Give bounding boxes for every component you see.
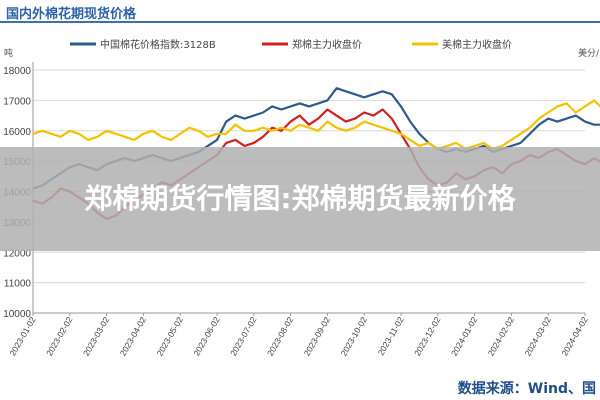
y-tick-label: 10000 <box>3 309 31 320</box>
x-tick-label: 2023-11-02 <box>376 315 406 357</box>
chart-title: 国内外棉花期现货价格 <box>6 7 137 22</box>
x-tick-label: 2024-03-02 <box>523 315 554 358</box>
y-tick-label: 16000 <box>3 127 31 138</box>
x-tick-label: 2023-03-02 <box>81 315 112 358</box>
watermark-banner: 郑棉期货行情图:郑棉期货最新价格 <box>0 147 600 251</box>
x-tick-label: 2023-06-02 <box>191 315 222 358</box>
x-tick-label: 2023-04-02 <box>118 315 149 358</box>
legend-label: 中国棉花价格指数:3128B <box>100 38 216 51</box>
left-axis-unit: 吨 <box>4 47 13 59</box>
x-tick-label: 2023-01-02 <box>7 315 38 358</box>
x-tick-label: 2023-05-02 <box>155 315 186 358</box>
y-tick-label: 12000 <box>3 248 31 259</box>
x-tick-label: 2023-12-02 <box>412 315 443 358</box>
x-tick-label: 2023-07-02 <box>228 315 259 358</box>
banner-text: 郑棉期货行情图:郑棉期货最新价格 <box>84 182 516 215</box>
legend-label: 郑棉主力收盘价 <box>292 38 362 51</box>
x-tick-label: 2024-01-02 <box>449 315 480 358</box>
x-tick-label: 2023-08-02 <box>265 315 296 358</box>
x-tick-label: 2023-09-02 <box>302 315 333 358</box>
series-line <box>32 99 600 151</box>
x-tick-label: 2023-10-02 <box>339 315 370 358</box>
y-tick-label: 18000 <box>3 66 31 77</box>
legend-label: 美棉主力收盘价 <box>442 38 512 51</box>
x-tick-label: 2024-02-02 <box>486 315 517 358</box>
x-tick-label: 2024-04-02 <box>559 315 590 358</box>
x-tick-label: 2023-02-02 <box>44 315 75 358</box>
right-axis-unit: 美分/ <box>578 47 600 59</box>
title-divider <box>0 21 600 23</box>
y-tick-label: 11000 <box>4 279 32 290</box>
y-tick-label: 17000 <box>3 96 31 107</box>
source-note: 数据来源：Wind、国 <box>457 381 596 397</box>
